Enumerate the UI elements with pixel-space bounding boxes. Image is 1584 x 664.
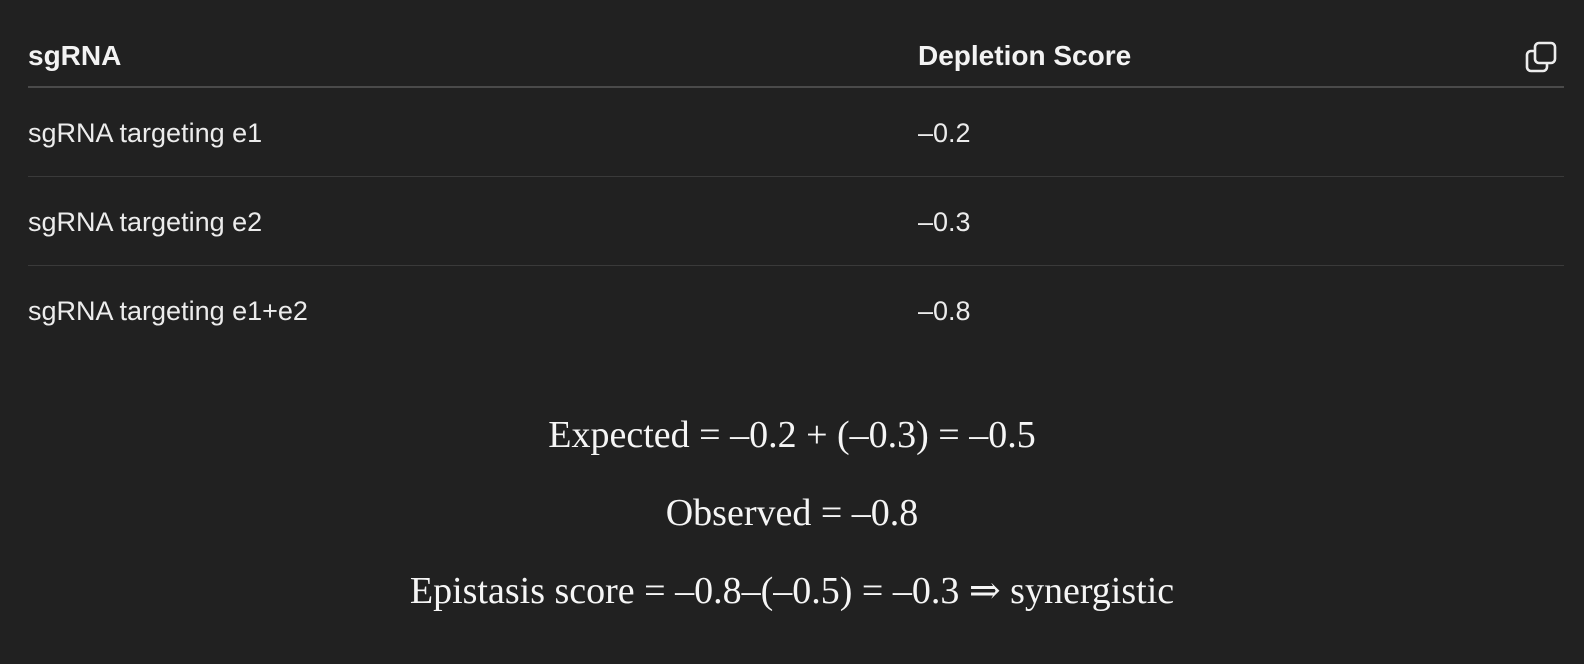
equation-epistasis: Epistasis score = –0.8–(–0.5) = –0.3 ⇒ s… bbox=[409, 570, 1175, 612]
column-header-depletion-score: Depletion Score bbox=[918, 40, 1132, 71]
table-header: sgRNA Depletion Score bbox=[28, 0, 1564, 88]
cell-sgrna: sgRNA targeting e2 bbox=[28, 207, 263, 237]
cell-depletion-score: –0.8 bbox=[918, 296, 971, 326]
cell-sgrna: sgRNA targeting e1+e2 bbox=[28, 296, 308, 326]
cell-sgrna: sgRNA targeting e1 bbox=[28, 118, 263, 148]
cell-depletion-score: –0.3 bbox=[918, 207, 971, 237]
copy-icon bbox=[1525, 41, 1557, 73]
equation-expected: Expected = –0.2 + (–0.3) = –0.5 bbox=[548, 414, 1036, 456]
cell-depletion-score: –0.2 bbox=[918, 118, 971, 148]
table-row: sgRNA targeting e2 –0.3 bbox=[28, 177, 1564, 266]
table-row: sgRNA targeting e1 –0.2 bbox=[28, 88, 1564, 177]
copy-button[interactable] bbox=[1524, 40, 1558, 74]
column-header-sgrna: sgRNA bbox=[28, 40, 122, 71]
equation-observed: Observed = –0.8 bbox=[665, 492, 919, 534]
table-row: sgRNA targeting e1+e2 –0.8 bbox=[28, 266, 1564, 355]
depletion-table: sgRNA Depletion Score sgRNA targeting e1… bbox=[28, 0, 1564, 355]
